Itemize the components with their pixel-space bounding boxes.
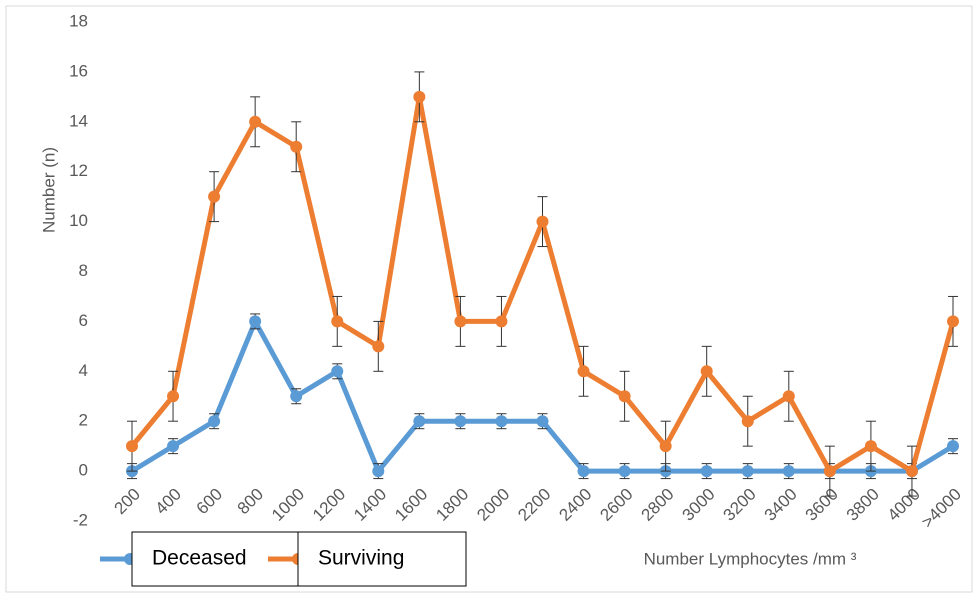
x-tick-label: 3600 — [802, 485, 842, 525]
point — [372, 465, 385, 478]
x-tick-label: 3800 — [843, 485, 883, 525]
y-tick-label: 18 — [69, 11, 88, 30]
x-tick-label: 3000 — [679, 485, 719, 525]
legend-box — [297, 531, 467, 587]
point — [823, 465, 836, 478]
point — [167, 440, 180, 453]
x-tick-label: 3400 — [761, 485, 801, 525]
x-tick-label: 600 — [193, 485, 226, 518]
x-tick-label: 2800 — [637, 485, 677, 525]
point — [249, 315, 262, 328]
point — [741, 465, 754, 478]
chart-border — [5, 5, 973, 593]
x-tick-label: 400 — [152, 485, 185, 518]
legend-label: Surviving — [318, 547, 404, 570]
y-tick-label: 14 — [69, 111, 88, 130]
x-tick-label: 2600 — [596, 485, 636, 525]
point — [905, 465, 918, 478]
point — [536, 215, 549, 228]
point — [577, 365, 590, 378]
point — [947, 315, 959, 328]
x-axis-label: Number Lymphocytes /mm ³ — [644, 549, 857, 568]
point — [290, 390, 303, 403]
y-tick-label: 10 — [69, 211, 88, 230]
y-tick-label: -2 — [73, 510, 88, 529]
x-tick-label: 1000 — [268, 485, 308, 525]
x-tick-label: 1400 — [350, 485, 390, 525]
point — [495, 415, 508, 428]
y-tick-label: 4 — [79, 361, 88, 380]
point — [126, 440, 138, 453]
point — [536, 415, 549, 428]
point — [454, 415, 467, 428]
y-tick-label: 8 — [79, 261, 88, 280]
x-tick-label: 800 — [234, 485, 267, 518]
y-tick-label: 12 — [69, 161, 88, 180]
point — [741, 415, 754, 428]
y-tick-label: 2 — [79, 411, 88, 430]
point — [618, 465, 631, 478]
point — [618, 390, 631, 403]
y-tick-label: 0 — [79, 461, 88, 480]
point — [700, 465, 713, 478]
point — [454, 315, 467, 328]
y-tick-label: 6 — [79, 311, 88, 330]
point — [947, 440, 959, 453]
x-tick-label: 3200 — [720, 485, 760, 525]
x-tick-label: 2200 — [514, 485, 554, 525]
legend-label: Deceased — [152, 547, 247, 570]
point — [249, 115, 262, 128]
x-tick-label: 200 — [111, 485, 144, 518]
x-tick-label: 2000 — [473, 485, 513, 525]
point — [208, 190, 221, 203]
y-tick-label: 16 — [69, 61, 88, 80]
point — [659, 440, 672, 453]
y-axis-label: Number (n) — [39, 147, 58, 233]
point — [208, 415, 221, 428]
point — [864, 440, 877, 453]
point — [331, 315, 344, 328]
point — [331, 365, 344, 378]
point — [413, 90, 426, 103]
point — [700, 365, 713, 378]
point — [495, 315, 508, 328]
point — [782, 390, 795, 403]
point — [782, 465, 795, 478]
x-tick-label: 2400 — [555, 485, 595, 525]
point — [413, 415, 426, 428]
x-tick-label: 1800 — [432, 485, 472, 525]
x-tick-label: >4000 — [918, 485, 965, 532]
x-tick-label: 1200 — [309, 485, 349, 525]
point — [372, 340, 385, 353]
x-tick-label: 1600 — [391, 485, 431, 525]
point — [290, 140, 303, 153]
point — [167, 390, 180, 403]
point — [577, 465, 590, 478]
